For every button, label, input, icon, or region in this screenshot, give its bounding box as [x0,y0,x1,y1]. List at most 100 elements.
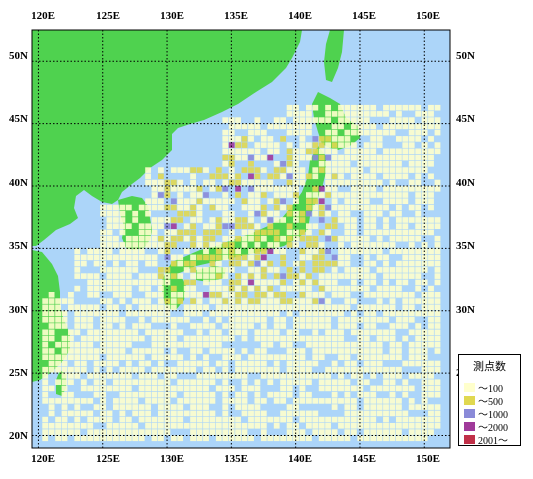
observation-cell [370,348,377,354]
observation-cell [286,179,293,186]
observation-cell [421,254,428,261]
observation-cell [318,192,325,198]
observation-cell [119,279,126,286]
observation-cell [415,179,422,186]
observation-cell [363,154,370,161]
observation-cell [132,267,139,273]
observation-cell [170,298,177,304]
observation-cell [421,404,428,410]
observation-cell [125,310,132,317]
observation-cell [376,304,383,311]
observation-cell [158,348,164,354]
observation-cell [241,136,248,142]
observation-cell [190,366,196,373]
legend-item-500: ～500 [464,394,503,408]
observation-cell [280,335,286,342]
observation-cell [158,285,164,292]
observation-cell [286,373,293,379]
observation-cell [280,304,286,311]
observation-cell [228,354,235,360]
observation-cell [209,279,216,286]
observation-cell [299,354,306,360]
observation-cell [363,148,370,155]
observation-cell [344,416,351,423]
observation-cell [158,167,164,173]
observation-cell [318,423,325,429]
observation-cell [138,235,145,242]
observation-cell [383,385,389,392]
observation-cell [344,229,351,236]
observation-cell [190,285,196,292]
observation-cell [280,298,286,304]
observation-cell [318,279,325,286]
observation-cell [119,217,126,223]
observation-cell [222,354,229,360]
observation-cell [376,136,383,142]
observation-cell [254,379,261,385]
observation-cell [293,348,299,354]
observation-cell [415,260,422,267]
lon-label-top-125e: 125E [96,10,120,22]
observation-cell [306,373,312,379]
observation-cell [42,416,49,423]
observation-cell [306,235,312,242]
observation-cell [235,154,241,161]
observation-cell [408,148,415,155]
observation-cell [87,423,94,429]
observation-cell [190,273,196,279]
observation-cell [215,423,222,429]
observation-cell [241,429,248,435]
observation-cell [196,416,203,423]
observation-cell [215,310,222,317]
observation-cell [383,335,389,342]
observation-cell [196,273,203,279]
observation-cell [222,204,229,211]
observation-cell [119,254,126,261]
observation-cell [196,192,203,198]
observation-cell [235,398,241,404]
lon-label-top-150e: 150E [416,10,440,22]
observation-cell [357,348,364,354]
observation-cell [415,210,422,217]
observation-cell [260,210,267,217]
observation-cell [254,298,261,304]
observation-cell [325,379,331,385]
observation-cell [215,279,222,286]
observation-cell [125,254,132,261]
observation-cell [183,341,190,348]
observation-cell [293,373,299,379]
observation-cell [61,385,68,392]
observation-cell [42,317,49,323]
observation-cell [254,192,261,198]
observation-cell [286,142,293,148]
observation-cell [428,117,434,123]
observation-cell [428,285,434,292]
observation-cell [299,298,306,304]
observation-cell [318,429,325,435]
observation-cell [93,348,100,354]
observation-cell [338,217,344,223]
observation-cell [344,179,351,186]
observation-cell [190,335,196,342]
observation-cell [389,423,396,429]
observation-cell [318,341,325,348]
observation-cell [338,323,344,329]
observation-cell [286,192,293,198]
observation-cell [158,435,164,442]
observation-cell [389,429,396,435]
observation-cell [209,242,216,248]
observation-cell [415,348,422,354]
observation-cell [408,142,415,148]
observation-cell [389,267,396,273]
observation-cell [222,348,229,354]
observation-cell [344,142,351,148]
observation-cell [293,235,299,242]
observation-cell [280,398,286,404]
observation-cell [363,260,370,267]
observation-cell [42,391,49,398]
observation-cell [145,242,151,248]
observation-cell [415,186,422,192]
observation-cell [222,248,229,254]
observation-cell [196,254,203,261]
observation-cell [408,273,415,279]
